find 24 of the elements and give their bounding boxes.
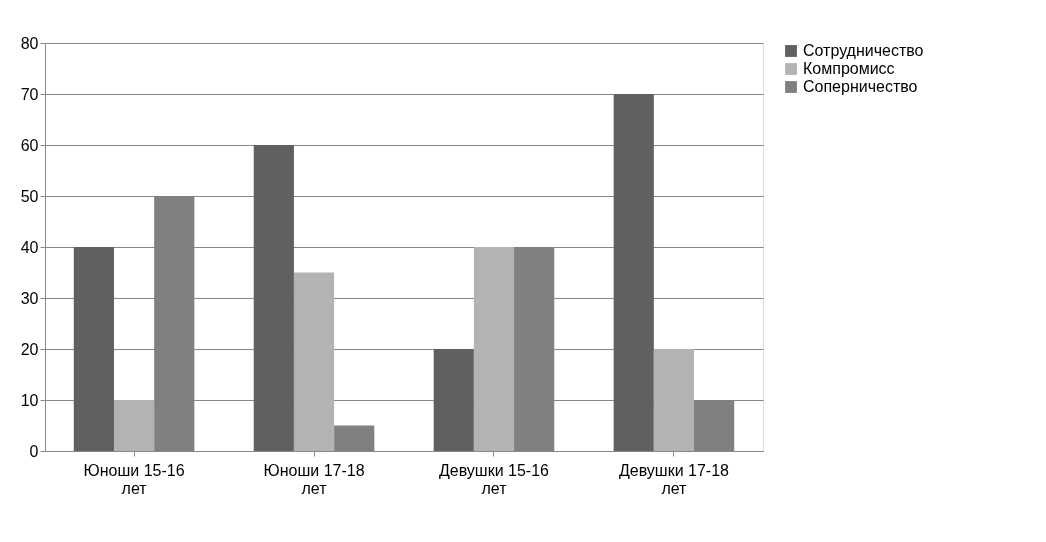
legend-label: Соперничество [803, 78, 918, 95]
bar [73, 247, 114, 451]
y-tick-label: 20 [20, 340, 39, 358]
legend-label: Сотрудничество [803, 42, 924, 59]
bar [433, 349, 474, 451]
bar [253, 145, 294, 451]
y-tick-label: 30 [20, 289, 39, 307]
x-tick-label: Юноши 17-18 лет [263, 461, 365, 497]
legend-label: Компромисс [803, 60, 895, 77]
bar [613, 94, 654, 451]
bar [113, 400, 155, 451]
y-tick-label: 50 [20, 187, 39, 205]
bar [293, 272, 335, 451]
y-tick-label: 70 [20, 85, 39, 103]
y-tick-label: 60 [20, 136, 39, 154]
x-tick-label: Девушки 15-16 лет [438, 461, 550, 497]
bar [653, 349, 695, 451]
x-tick-label: Девушки 17-18 лет [618, 461, 730, 497]
y-tick-label: 10 [20, 391, 39, 409]
x-tick-label: Юноши 15-16 лет [83, 461, 185, 497]
y-tick-label: 80 [20, 34, 39, 52]
y-tick-label: 0 [29, 442, 39, 460]
bar [473, 247, 515, 451]
y-tick-label: 40 [20, 238, 39, 256]
